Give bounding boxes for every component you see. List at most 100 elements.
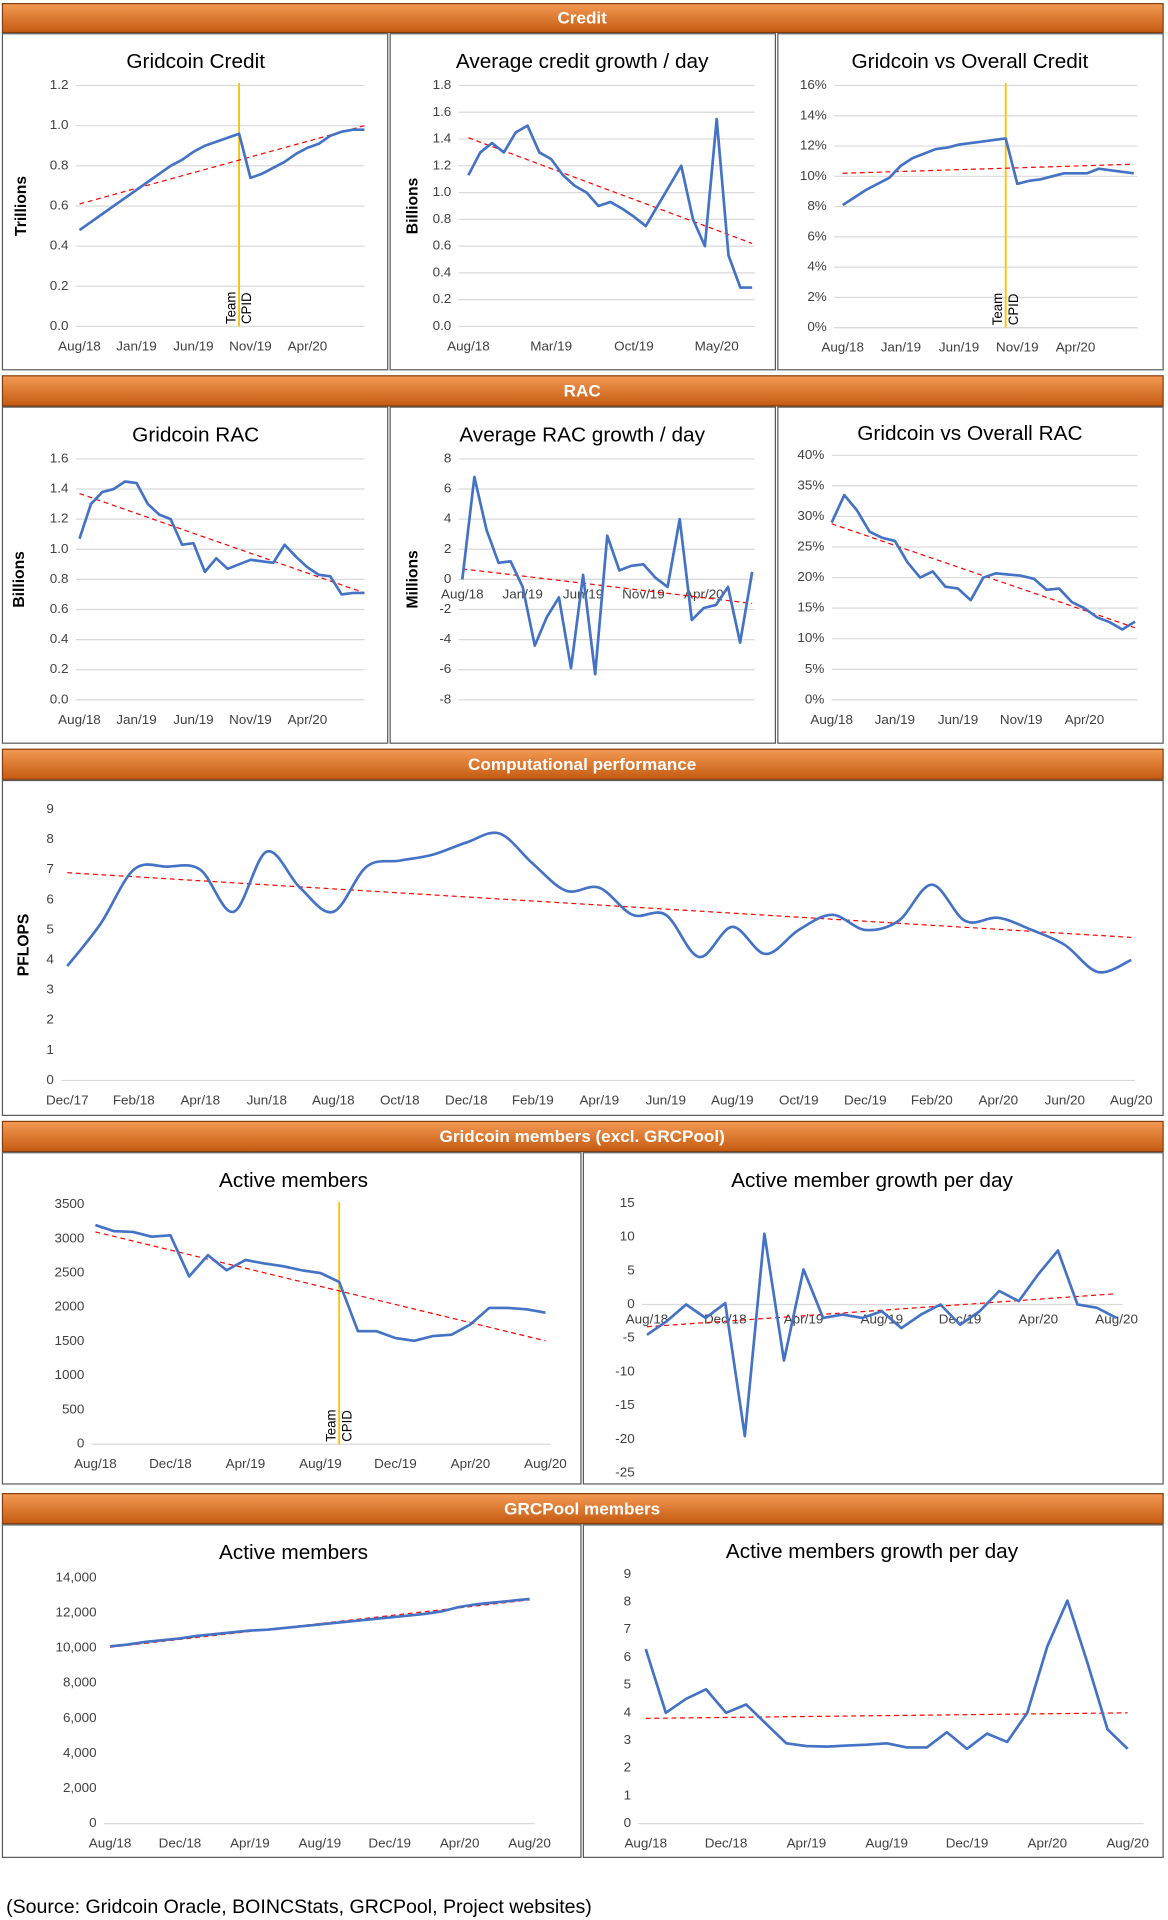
y-tick-label: 4 bbox=[624, 1704, 632, 1719]
y-tick-label: 1 bbox=[46, 1042, 53, 1057]
y-tick-label: 10,000 bbox=[55, 1640, 96, 1655]
chart-title: Average credit growth / day bbox=[456, 50, 709, 73]
x-tick-label: Dec/19 bbox=[368, 1836, 411, 1851]
x-tick-label: Oct/19 bbox=[614, 338, 654, 353]
annotation-text: Team bbox=[323, 1409, 338, 1441]
x-tick-label: Jan/19 bbox=[116, 712, 156, 727]
x-tick-label: Aug/18 bbox=[89, 1836, 132, 1851]
y-tick-label: 5 bbox=[624, 1677, 631, 1692]
y-tick-label: 0 bbox=[444, 571, 451, 586]
y-tick-label: 9 bbox=[46, 801, 53, 816]
x-tick-label: Feb/20 bbox=[911, 1093, 953, 1108]
y-tick-label: 15% bbox=[797, 600, 824, 615]
y-tick-label: 5 bbox=[627, 1262, 634, 1277]
y-axis-label: Billions bbox=[404, 177, 421, 234]
chart-title: Active members growth per day bbox=[726, 1540, 1019, 1563]
y-tick-label: 0% bbox=[805, 691, 825, 706]
y-tick-label: 10 bbox=[620, 1229, 635, 1244]
x-tick-label: Dec/18 bbox=[149, 1456, 192, 1471]
section-header bbox=[1, 1120, 1164, 1153]
y-tick-label: 3 bbox=[624, 1732, 631, 1747]
annotation-text: Team bbox=[223, 292, 238, 324]
x-tick-label: Jun/19 bbox=[939, 340, 979, 355]
x-tick-label: Aug/19 bbox=[299, 1836, 342, 1851]
section-header bbox=[1, 748, 1164, 780]
y-tick-label: 8% bbox=[807, 198, 827, 213]
x-tick-label: Apr/19 bbox=[787, 1836, 827, 1851]
x-tick-label: Aug/18 bbox=[74, 1456, 117, 1471]
x-tick-label: Aug/19 bbox=[865, 1836, 908, 1851]
chart-title: Active member growth per day bbox=[731, 1169, 1014, 1192]
y-tick-label: 0.8 bbox=[50, 157, 69, 172]
x-tick-label: Aug/18 bbox=[58, 338, 101, 353]
x-tick-label: Dec/19 bbox=[946, 1836, 989, 1851]
y-tick-label: 6 bbox=[46, 891, 53, 906]
y-axis-label: Trillions bbox=[13, 176, 30, 236]
x-tick-label: Apr/18 bbox=[180, 1093, 220, 1108]
chart-title: Gridcoin vs Overall RAC bbox=[857, 422, 1082, 445]
x-tick-label: Jun/20 bbox=[1045, 1093, 1085, 1108]
x-tick-label: Apr/20 bbox=[440, 1836, 480, 1851]
x-tick-label: Nov/19 bbox=[1000, 712, 1043, 727]
chart-title: Gridcoin Credit bbox=[126, 50, 265, 73]
y-tick-label: -15 bbox=[615, 1397, 634, 1412]
annotation-text: Team bbox=[990, 293, 1005, 325]
x-tick-label: Apr/19 bbox=[226, 1456, 266, 1471]
x-tick-label: Jun/19 bbox=[173, 338, 213, 353]
y-tick-label: 8,000 bbox=[63, 1675, 97, 1690]
x-tick-label: Apr/19 bbox=[784, 1312, 824, 1327]
trend-line bbox=[79, 492, 365, 594]
panel bbox=[389, 406, 777, 744]
annotation-text: CPID bbox=[339, 1410, 354, 1442]
x-tick-label: Dec/18 bbox=[445, 1093, 488, 1108]
y-tick-label: 1.4 bbox=[433, 131, 452, 146]
x-tick-label: Oct/18 bbox=[380, 1093, 420, 1108]
y-tick-label: 20% bbox=[797, 569, 824, 584]
annotation-text: CPID bbox=[1006, 294, 1021, 326]
y-tick-label: 3500 bbox=[54, 1196, 84, 1211]
x-tick-label: Aug/20 bbox=[1106, 1836, 1149, 1851]
y-tick-label: 0.6 bbox=[50, 198, 69, 213]
y-tick-label: 6 bbox=[444, 481, 451, 496]
trend-line bbox=[831, 523, 1136, 629]
panel bbox=[777, 33, 1164, 371]
data-line bbox=[109, 1597, 530, 1648]
x-tick-label: Aug/18 bbox=[626, 1312, 669, 1327]
x-tick-label: Apr/20 bbox=[288, 712, 328, 727]
annotation-text: CPID bbox=[239, 292, 254, 324]
y-tick-label: 8 bbox=[46, 831, 53, 846]
y-tick-label: 12% bbox=[800, 138, 827, 153]
y-tick-label: -2 bbox=[439, 601, 451, 616]
x-tick-label: Apr/19 bbox=[579, 1093, 619, 1108]
y-tick-label: 1500 bbox=[54, 1333, 84, 1348]
data-line bbox=[94, 1223, 546, 1343]
y-tick-label: 0.2 bbox=[50, 278, 69, 293]
x-tick-label: Aug/18 bbox=[58, 712, 101, 727]
x-tick-label: Jun/19 bbox=[938, 712, 978, 727]
section-title: Gridcoin members (excl. GRCPool) bbox=[440, 1127, 725, 1146]
panel bbox=[1, 1524, 582, 1858]
y-tick-label: 2 bbox=[624, 1760, 631, 1775]
x-tick-label: Aug/20 bbox=[524, 1456, 567, 1471]
chart-title: Active members bbox=[219, 1169, 368, 1192]
x-tick-label: Dec/18 bbox=[704, 1312, 747, 1327]
chart-title: Active members bbox=[219, 1541, 368, 1564]
x-tick-label: Jan/19 bbox=[881, 340, 921, 355]
x-tick-label: Aug/18 bbox=[810, 712, 853, 727]
y-tick-label: 16% bbox=[800, 77, 827, 92]
x-tick-label: Apr/20 bbox=[684, 587, 724, 602]
y-tick-label: -6 bbox=[439, 661, 451, 676]
y-tick-label: 3 bbox=[46, 982, 53, 997]
x-tick-label: Nov/19 bbox=[229, 712, 272, 727]
y-tick-label: 0.6 bbox=[50, 601, 69, 616]
y-tick-label: 30% bbox=[797, 508, 824, 523]
x-tick-label: Apr/20 bbox=[1028, 1836, 1068, 1851]
y-tick-label: 1.2 bbox=[50, 511, 69, 526]
x-tick-label: Jan/19 bbox=[116, 338, 156, 353]
x-tick-label: Dec/19 bbox=[844, 1093, 887, 1108]
y-tick-label: 9 bbox=[624, 1566, 631, 1581]
x-tick-label: Dec/18 bbox=[705, 1836, 748, 1851]
trend-line bbox=[95, 1231, 546, 1342]
y-tick-label: 1.6 bbox=[433, 104, 452, 119]
